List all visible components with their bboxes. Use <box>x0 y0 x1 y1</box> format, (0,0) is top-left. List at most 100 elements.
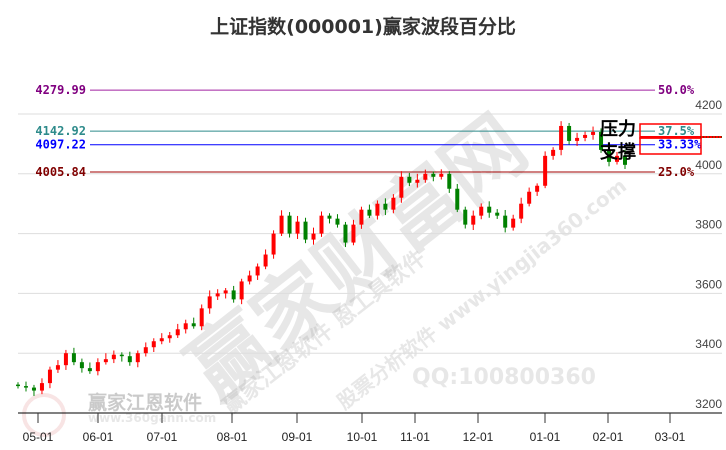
candle-body <box>279 215 284 234</box>
candle-body <box>527 191 532 204</box>
candle-body <box>415 179 420 183</box>
candle-body <box>63 353 68 366</box>
candle-body <box>535 185 540 192</box>
level-value-label: 4142.92 <box>35 124 86 138</box>
candle-body <box>623 155 627 165</box>
candle-body <box>335 218 340 225</box>
candle-body <box>599 131 604 150</box>
candle-body <box>375 203 380 216</box>
candle-body <box>39 383 44 391</box>
level-percent-label: 33.33% <box>658 138 702 152</box>
candle-body <box>55 365 60 370</box>
x-tick-label: 08-01 <box>217 430 248 444</box>
candle-body <box>119 354 124 357</box>
candle-body <box>591 131 596 135</box>
level-percent-label: 37.5% <box>658 124 695 138</box>
candle-body <box>239 281 244 300</box>
candle-body <box>23 386 28 388</box>
candle-body <box>575 137 580 141</box>
level-value-label: 4005.84 <box>35 165 86 179</box>
candle-body <box>343 224 348 243</box>
candle-body <box>215 293 220 297</box>
candle-body <box>503 215 508 228</box>
level-percent-label: 25.0% <box>658 165 695 179</box>
candle-body <box>543 155 548 186</box>
candle-body <box>151 341 156 348</box>
x-tick-label: 07-01 <box>147 430 178 444</box>
candle-body <box>191 323 196 327</box>
candle-body <box>391 197 396 210</box>
candle-body <box>71 353 76 363</box>
candle-body <box>447 173 452 189</box>
y-tick-label: 3400 <box>695 337 722 351</box>
candle-body <box>207 296 212 309</box>
x-tick-label: 11-01 <box>400 430 430 444</box>
candle-body <box>47 369 52 384</box>
candle-body <box>303 221 308 240</box>
candle-body <box>423 173 428 180</box>
x-tick-label: 03-01 <box>655 430 686 444</box>
candle-body <box>175 329 180 336</box>
candle-body <box>463 209 468 225</box>
candle-body <box>359 209 364 225</box>
candle-body <box>271 233 276 255</box>
candle-body <box>231 290 236 300</box>
candle-body <box>127 356 132 363</box>
candle-body <box>511 218 516 228</box>
candle-body <box>495 212 500 216</box>
candle-body <box>103 359 108 363</box>
resistance-label: 压力 <box>600 119 636 140</box>
candle-body <box>167 335 172 339</box>
watermark-logo-icon <box>22 393 66 437</box>
x-tick-label: 10-01 <box>347 430 378 444</box>
candle-body <box>439 173 444 177</box>
candle-body <box>551 149 556 156</box>
candle-body <box>143 347 148 354</box>
x-tick-label: 09-01 <box>282 430 313 444</box>
y-tick-label: 4200 <box>695 98 722 112</box>
x-tick-label: 02-01 <box>593 430 624 444</box>
candle-body <box>615 155 620 162</box>
candle-body <box>383 203 388 210</box>
support-label: 支撑 <box>599 141 636 163</box>
candle-body <box>319 215 324 234</box>
candle-body <box>407 176 412 183</box>
candle-body <box>31 387 36 391</box>
candle-body <box>79 362 84 369</box>
candle-body <box>287 215 292 234</box>
candle-body <box>247 275 252 282</box>
candle-body <box>263 254 268 267</box>
candle-body <box>583 134 588 138</box>
level-value-label: 4097.22 <box>35 138 86 152</box>
candle-body <box>455 188 460 210</box>
candle-body <box>327 215 332 219</box>
candle-body <box>487 206 492 213</box>
x-tick-label: 05-01 <box>23 430 54 444</box>
candle-body <box>16 384 20 387</box>
candle-body <box>111 354 116 360</box>
candle-body <box>135 353 140 363</box>
candle-body <box>223 290 228 294</box>
candle-body <box>567 125 572 141</box>
candle-body <box>367 209 372 216</box>
watermark-qq: QQ:100800360 <box>412 365 596 390</box>
y-tick-label: 3600 <box>695 277 722 291</box>
x-tick-label: 12-01 <box>463 430 494 444</box>
candle-body <box>607 149 612 162</box>
candle-body <box>87 368 92 372</box>
candle-body <box>351 224 356 243</box>
candle-body <box>479 206 484 216</box>
candle-body <box>183 323 188 330</box>
watermark-brand: 赢家江恩软件 <box>88 392 203 414</box>
y-tick-label: 3800 <box>695 218 722 232</box>
candle-body <box>295 221 300 234</box>
y-tick-label: 3200 <box>695 397 722 411</box>
candle-body <box>559 125 564 150</box>
candle-body <box>95 362 100 372</box>
x-tick-label: 06-01 <box>83 430 114 444</box>
chart-title: 上证指数(000001)赢家波段百分比 <box>210 16 516 38</box>
x-tick-label: 01-01 <box>530 430 561 444</box>
candle-body <box>519 203 524 219</box>
candle-body <box>199 308 204 327</box>
